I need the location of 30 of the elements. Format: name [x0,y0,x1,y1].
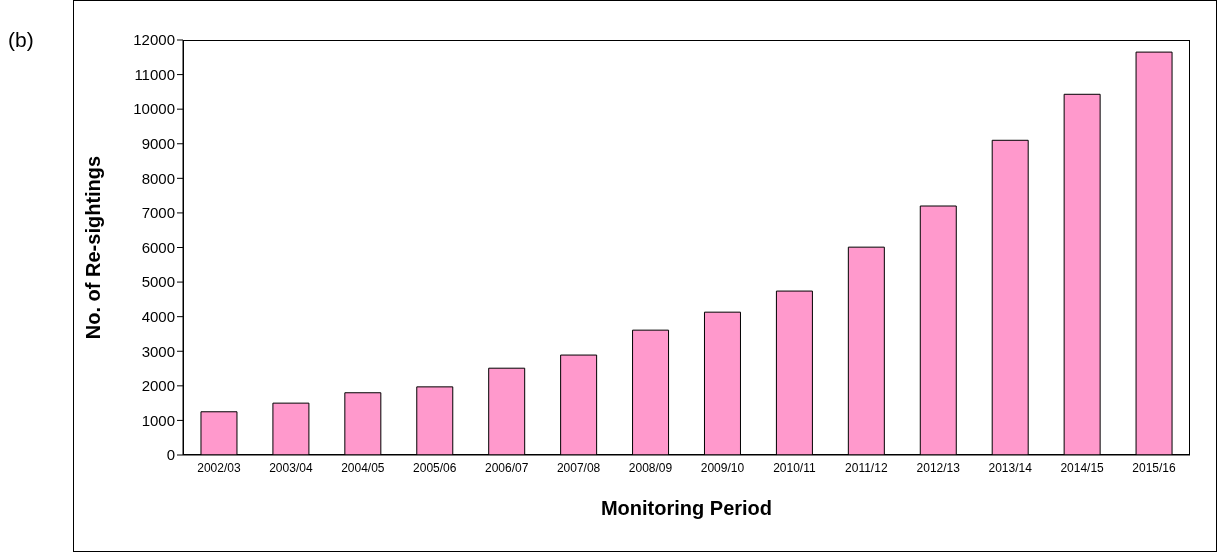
x-tick-label: 2006/07 [484,460,529,475]
y-tick-label: 7000 [141,204,175,222]
y-tick-label: 12000 [133,31,175,49]
x-tick-label: 2009/10 [700,460,745,475]
x-tick-label: 2014/15 [1060,460,1105,475]
y-tick-label: 2000 [141,377,175,395]
y-tick-label: 6000 [141,238,175,256]
x-tick-label: 2012/13 [916,460,961,475]
y-tick-label: 4000 [141,307,175,325]
x-axis-title: Monitoring Period [600,497,773,519]
x-tick-label: 2008/09 [628,460,673,475]
x-tick-label: 2005/06 [413,460,457,475]
y-tick-label: 5000 [141,273,175,291]
text: (b) [8,28,34,52]
x-tick-label: 2011/12 [845,460,888,475]
x-tick-label: 2015/16 [1132,460,1177,475]
y-tick-label: 9000 [141,135,175,153]
x-tick-label: 2010/11 [773,460,816,475]
y-tick-label: 11000 [134,65,175,83]
x-tick-label: 2013/14 [988,460,1033,475]
y-tick-label: 3000 [141,342,175,360]
x-tick-label: 2007/08 [556,460,601,475]
y-tick-label: 10000 [133,100,175,118]
y-axis-title: No. of Re-sightings [82,155,105,340]
x-tick-label: 2004/05 [341,460,385,475]
y-tick-label: 0 [166,446,175,464]
x-tick-label: 2002/03 [197,460,241,475]
x-tick-label: 2003/04 [269,460,313,475]
y-tick-label: 1000 [141,411,175,429]
y-tick-label: 8000 [141,169,175,187]
